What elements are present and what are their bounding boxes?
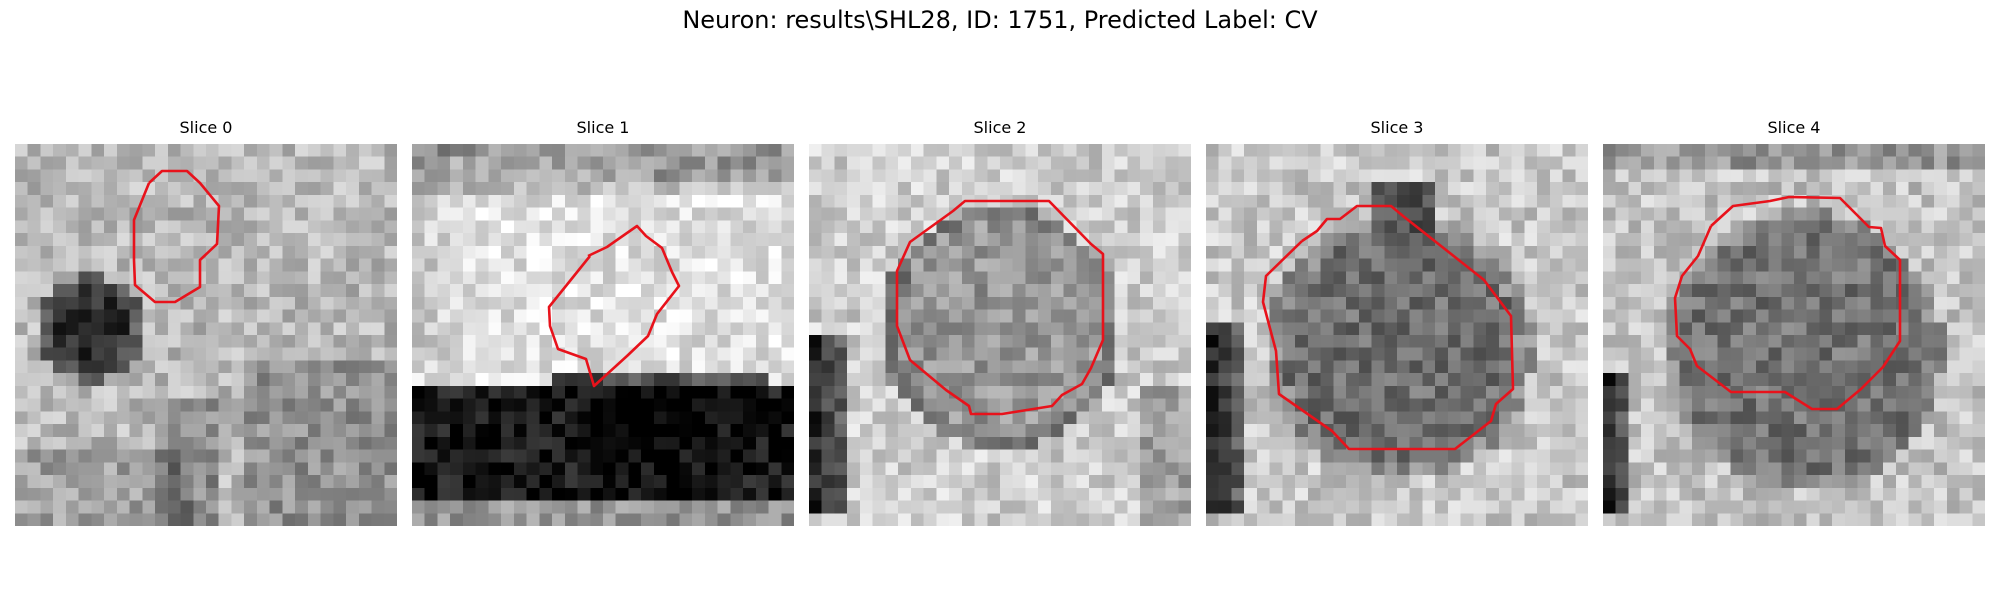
segmentation-contour	[1261, 204, 1515, 451]
figure-title: Neuron: results\SHL28, ID: 1751, Predict…	[682, 6, 1318, 34]
contour-overlay-slice-2	[895, 199, 1105, 416]
segmentation-contour	[1673, 195, 1902, 411]
em-image-slice-0	[15, 144, 397, 526]
em-image-slice-2	[809, 144, 1191, 526]
slice-title: Slice 4	[1767, 118, 1821, 137]
slice-title: Slice 2	[973, 118, 1027, 137]
slice-panel-2: Slice 2	[809, 119, 1191, 526]
slice-panel-0: Slice 0	[15, 119, 397, 526]
em-image-slice-1	[412, 144, 794, 526]
slice-title: Slice 3	[1370, 118, 1424, 137]
slice-title: Slice 0	[179, 118, 233, 137]
contour-overlay-slice-1	[547, 224, 681, 388]
contour-overlay-slice-3	[1261, 204, 1515, 451]
slice-title: Slice 1	[576, 118, 630, 137]
em-image-slice-4	[1603, 144, 1985, 526]
slice-panel-3: Slice 3	[1206, 119, 1588, 526]
segmentation-contour	[547, 224, 681, 388]
segmentation-contour	[132, 169, 221, 304]
slice-panel-4: Slice 4	[1603, 119, 1985, 526]
em-image-slice-3	[1206, 144, 1588, 526]
slice-panel-1: Slice 1	[412, 119, 794, 526]
contour-overlay-slice-4	[1673, 195, 1902, 411]
segmentation-contour	[895, 199, 1105, 416]
contour-overlay-slice-0	[132, 169, 221, 304]
